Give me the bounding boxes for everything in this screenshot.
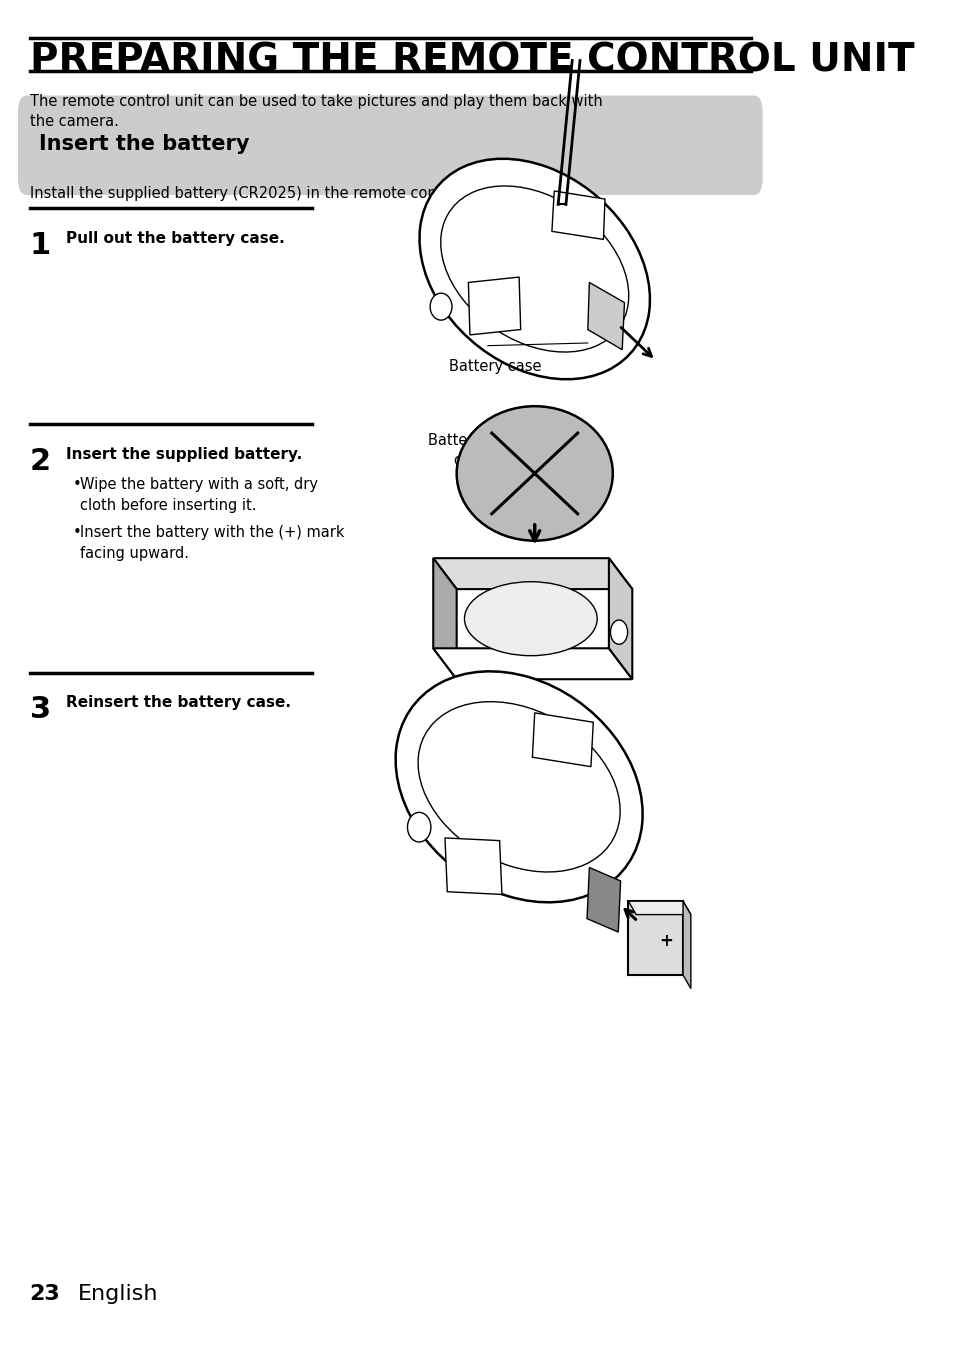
Ellipse shape: [610, 620, 627, 644]
Polygon shape: [433, 648, 632, 679]
Ellipse shape: [464, 582, 597, 656]
Text: The remote control unit can be used to take pictures and play them back with
the: The remote control unit can be used to t…: [30, 94, 601, 129]
Text: 3: 3: [30, 695, 51, 725]
Text: 23: 23: [30, 1284, 60, 1303]
Polygon shape: [552, 191, 604, 239]
Text: Wipe the battery with a soft, dry
cloth before inserting it.: Wipe the battery with a soft, dry cloth …: [80, 477, 318, 514]
Text: Install the supplied battery (CR2025) in the remote control unit.: Install the supplied battery (CR2025) in…: [30, 186, 498, 200]
Text: +: +: [659, 932, 672, 951]
Polygon shape: [628, 901, 682, 975]
Polygon shape: [586, 868, 620, 932]
Ellipse shape: [407, 812, 431, 842]
Text: PREPARING THE REMOTE CONTROL UNIT: PREPARING THE REMOTE CONTROL UNIT: [30, 42, 913, 79]
Text: •: •: [72, 477, 81, 492]
Text: Insert the battery with the (+) mark
facing upward.: Insert the battery with the (+) mark fac…: [80, 525, 345, 561]
Text: Battery case: Battery case: [449, 359, 541, 374]
Ellipse shape: [456, 406, 612, 541]
Text: •: •: [72, 525, 81, 539]
Ellipse shape: [419, 159, 649, 379]
Text: Reinsert the battery case.: Reinsert the battery case.: [67, 695, 291, 710]
Polygon shape: [468, 277, 520, 335]
Ellipse shape: [395, 671, 642, 902]
Polygon shape: [628, 901, 690, 915]
FancyBboxPatch shape: [18, 95, 761, 195]
Polygon shape: [587, 282, 624, 350]
Text: Pull out the battery case.: Pull out the battery case.: [67, 231, 285, 246]
Polygon shape: [682, 901, 690, 989]
Text: Insert the battery: Insert the battery: [39, 134, 250, 153]
Text: English: English: [78, 1284, 158, 1303]
Polygon shape: [608, 558, 632, 679]
Polygon shape: [433, 558, 456, 679]
Text: Insert the supplied battery.: Insert the supplied battery.: [67, 447, 302, 461]
Text: 1: 1: [30, 231, 51, 261]
Text: 2: 2: [30, 447, 51, 476]
Text: Battery for remote
control unit: Battery for remote control unit: [427, 433, 563, 468]
Polygon shape: [433, 558, 632, 589]
Polygon shape: [532, 713, 593, 767]
Polygon shape: [444, 838, 501, 894]
Ellipse shape: [430, 293, 452, 320]
